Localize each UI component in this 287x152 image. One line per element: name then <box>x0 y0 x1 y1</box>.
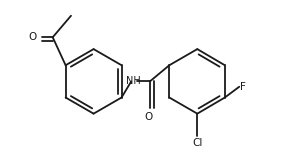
Text: Cl: Cl <box>192 138 202 148</box>
Text: O: O <box>29 32 37 42</box>
Text: O: O <box>145 112 153 121</box>
Text: NH: NH <box>127 76 141 86</box>
Text: F: F <box>240 82 246 92</box>
